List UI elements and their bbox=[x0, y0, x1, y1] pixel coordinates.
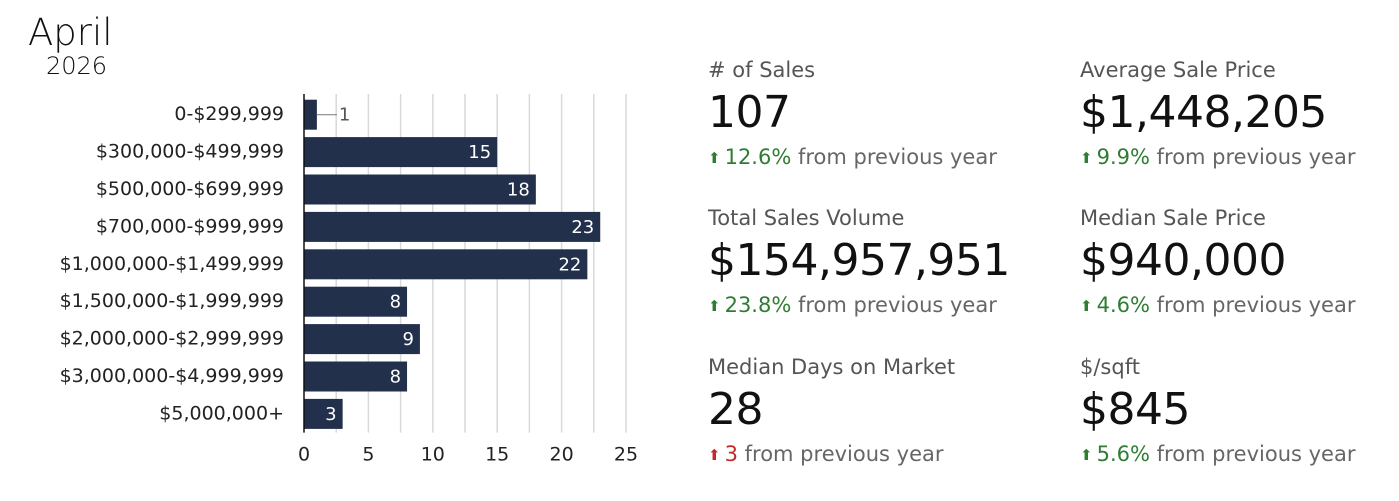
stat-number-of-sales: # of Sales 107 ⬆ 12.6% from previous year bbox=[708, 60, 997, 168]
stat-value: $154,957,951 bbox=[708, 235, 1010, 286]
category-label: $1,500,000-$1,999,999 bbox=[60, 290, 284, 312]
year-subtitle: 2026 bbox=[46, 52, 108, 80]
change-value: 12.6% bbox=[724, 145, 792, 169]
stat-label: Total Sales Volume bbox=[708, 206, 905, 230]
x-tick-label: 5 bbox=[362, 444, 374, 466]
stat-label: $/sqft bbox=[1080, 355, 1140, 379]
arrow-up-icon: ⬆ bbox=[1080, 297, 1093, 315]
arrow-up-icon: ⬆ bbox=[708, 149, 721, 167]
data-label: 8 bbox=[390, 292, 401, 313]
change-suffix: from previous year bbox=[1156, 442, 1356, 466]
bar bbox=[304, 324, 420, 355]
change-suffix: from previous year bbox=[1156, 293, 1356, 317]
data-label: 23 bbox=[571, 217, 594, 238]
x-tick-label: 0 bbox=[298, 444, 310, 466]
change-suffix: from previous year bbox=[797, 293, 997, 317]
stat-average-sale-price: Average Sale Price $1,448,205 ⬆ 9.9% from… bbox=[1080, 60, 1355, 168]
change-suffix: from previous year bbox=[1156, 145, 1356, 169]
category-label: $700,000-$999,999 bbox=[96, 215, 284, 237]
stat-change: ⬆ 23.8% from previous year bbox=[708, 295, 1010, 316]
category-label: $5,000,000+ bbox=[159, 402, 284, 424]
stat-median-days-on-market: Median Days on Market 28 ⬆ 3 from previou… bbox=[708, 357, 955, 465]
category-label: $1,000,000-$1,499,999 bbox=[60, 253, 284, 275]
category-label: 0-$299,999 bbox=[174, 103, 284, 125]
stat-change: ⬆ 9.9% from previous year bbox=[1080, 147, 1355, 168]
data-label: 18 bbox=[507, 180, 530, 201]
stat-change: ⬆ 4.6% from previous year bbox=[1080, 295, 1355, 316]
x-tick-label: 10 bbox=[421, 444, 445, 466]
stat-price-per-sqft: $/sqft $845 ⬆ 5.6% from previous year bbox=[1080, 357, 1355, 465]
change-value: 4.6% bbox=[1096, 293, 1150, 317]
stat-median-sale-price: Median Sale Price $940,000 ⬆ 4.6% from pr… bbox=[1080, 208, 1355, 316]
bar bbox=[304, 398, 343, 429]
stat-value: 28 bbox=[708, 384, 764, 435]
category-label: $500,000-$699,999 bbox=[96, 178, 284, 200]
stat-label: Median Sale Price bbox=[1080, 206, 1266, 230]
category-label: $2,000,000-$2,999,999 bbox=[60, 328, 284, 350]
change-value: 5.6% bbox=[1096, 442, 1150, 466]
stat-change: ⬆ 3 from previous year bbox=[708, 444, 955, 465]
category-label: $3,000,000-$4,999,999 bbox=[60, 365, 284, 387]
stat-total-sales-volume: Total Sales Volume $154,957,951 ⬆ 23.8% f… bbox=[708, 208, 1010, 316]
bar bbox=[304, 174, 536, 205]
data-label: 15 bbox=[468, 142, 491, 163]
stat-change: ⬆ 12.6% from previous year bbox=[708, 147, 997, 168]
bar bbox=[304, 249, 588, 280]
x-tick-label: 20 bbox=[550, 444, 574, 466]
data-label: 8 bbox=[390, 367, 401, 388]
stat-label: # of Sales bbox=[708, 58, 816, 82]
change-value: 23.8% bbox=[724, 293, 792, 317]
price-range-bar-chart: 0-$299,999 1 $300,000-$499,999 15 $500,000-$… bbox=[60, 94, 638, 466]
change-value: 3 bbox=[724, 442, 738, 466]
bar bbox=[304, 361, 408, 392]
change-suffix: from previous year bbox=[797, 145, 997, 169]
bar bbox=[304, 137, 498, 168]
stat-value: $1,448,205 bbox=[1080, 87, 1327, 138]
data-label: 1 bbox=[339, 105, 350, 126]
change-suffix: from previous year bbox=[744, 442, 944, 466]
month-title: April bbox=[28, 11, 113, 54]
stat-label: Average Sale Price bbox=[1080, 58, 1276, 82]
x-tick-label: 15 bbox=[485, 444, 509, 466]
stat-label: Median Days on Market bbox=[708, 355, 956, 379]
stat-change: ⬆ 5.6% from previous year bbox=[1080, 444, 1355, 465]
data-label: 9 bbox=[402, 329, 413, 350]
arrow-up-icon: ⬆ bbox=[1080, 446, 1093, 464]
data-label: 22 bbox=[558, 254, 581, 275]
arrow-up-icon: ⬆ bbox=[708, 446, 721, 464]
x-tick-label: 25 bbox=[614, 444, 638, 466]
data-label: 3 bbox=[325, 404, 336, 425]
stat-value: 107 bbox=[708, 87, 791, 138]
bar bbox=[304, 99, 317, 130]
stat-value: $845 bbox=[1080, 384, 1190, 435]
stat-value: $940,000 bbox=[1080, 235, 1286, 286]
arrow-up-icon: ⬆ bbox=[1080, 149, 1093, 167]
category-label: $300,000-$499,999 bbox=[96, 141, 284, 163]
bar bbox=[304, 211, 601, 242]
arrow-up-icon: ⬆ bbox=[708, 297, 721, 315]
bar bbox=[304, 286, 408, 317]
change-value: 9.9% bbox=[1096, 145, 1150, 169]
